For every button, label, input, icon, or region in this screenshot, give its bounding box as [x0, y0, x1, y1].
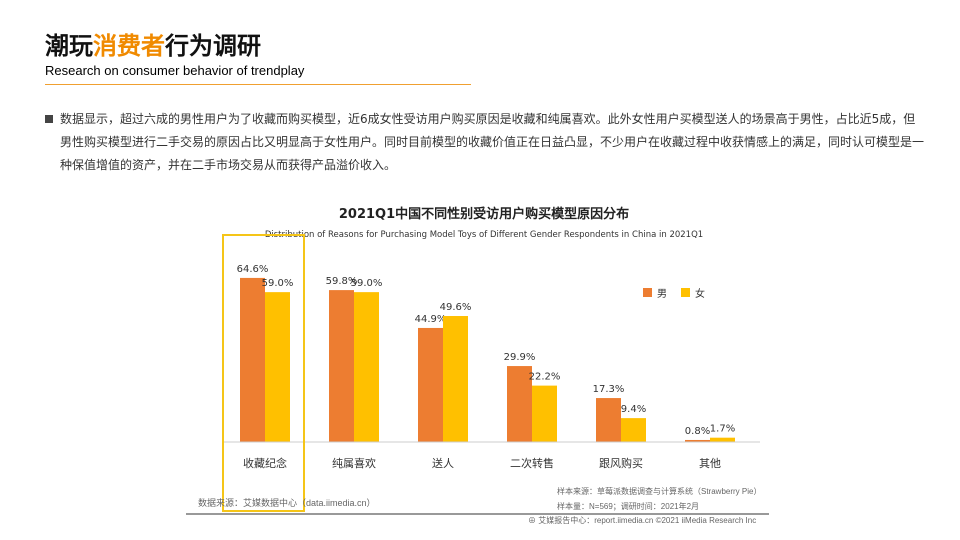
summary-paragraph: 数据显示，超过六成的男性用户为了收藏而购买模型，近6成女性受访用户购买原因是收藏… [45, 108, 925, 177]
page-title: 潮玩消费者行为调研 [45, 26, 261, 61]
title-underline [45, 84, 471, 85]
title-highlight: 消费者 [93, 32, 165, 60]
bar-男-其他 [685, 439, 710, 442]
data-label: 29.9% [504, 352, 536, 363]
x-tick-label: 跟风购买 [599, 456, 643, 470]
bar-女-送人 [443, 316, 468, 442]
data-label: 59.0% [262, 278, 294, 289]
data-source: 数据来源：艾媒数据中心（data.iimedia.cn） [198, 498, 376, 508]
x-tick-label: 二次转售 [510, 456, 554, 470]
bar-女-收藏纪念 [265, 292, 290, 442]
bullet-icon [45, 115, 53, 123]
title-part: 潮玩 [45, 32, 93, 60]
bar-男-收藏纪念 [240, 277, 265, 442]
sample-size: 样本量：N=569；调研时间：2021年2月 [557, 502, 700, 511]
chart-title: 2021Q1中国不同性别受访用户购买模型原因分布 [339, 206, 629, 222]
legend-swatch [681, 288, 690, 297]
data-label: 22.2% [529, 372, 561, 383]
bar-男-二次转售 [507, 366, 532, 442]
legend-swatch [643, 288, 652, 297]
x-tick-label: 纯属喜欢 [332, 456, 376, 470]
bar-女-其他 [710, 437, 735, 442]
data-label: 59.0% [351, 278, 383, 289]
bar-男-纯属喜欢 [329, 290, 354, 442]
bar-女-纯属喜欢 [354, 292, 379, 442]
bar-男-跟风购买 [596, 398, 621, 442]
summary-text: 数据显示，超过六成的男性用户为了收藏而购买模型，近6成女性受访用户购买原因是收藏… [60, 112, 925, 172]
data-label: 64.6% [237, 264, 269, 275]
bar-女-二次转售 [532, 385, 557, 442]
data-label: 44.9% [415, 314, 447, 325]
x-tick-label: 送人 [432, 456, 454, 470]
data-label: 1.7% [710, 424, 735, 435]
data-label: 49.6% [440, 302, 472, 313]
bar-男-送人 [418, 327, 443, 442]
copyright-text: 艾媒报告中心：report.iimedia.cn ©2021 iiMedia R… [538, 516, 757, 525]
title-part: 行为调研 [165, 32, 261, 60]
legend-label: 女 [695, 287, 705, 300]
data-label: 0.8% [685, 426, 710, 437]
data-label: 9.4% [621, 404, 646, 415]
footer-divider [186, 513, 769, 515]
sample-source: 样本来源：草莓派数据调查与计算系统（Strawberry Pie） [557, 487, 762, 496]
data-label: 17.3% [593, 384, 625, 395]
x-tick-label: 其他 [699, 457, 721, 470]
data-label: 59.8% [326, 276, 358, 287]
logo-icon: ⊕ [528, 516, 539, 525]
highlight-box [222, 234, 305, 512]
page-subtitle: Research on consumer behavior of trendpl… [45, 63, 305, 78]
copyright: ⊕ 艾媒报告中心：report.iimedia.cn ©2021 iiMedia… [528, 515, 756, 526]
bar-女-跟风购买 [621, 418, 646, 442]
legend-label: 男 [657, 288, 667, 300]
x-tick-label: 收藏纪念 [243, 456, 287, 470]
chart-subtitle: Distribution of Reasons for Purchasing M… [265, 230, 703, 240]
